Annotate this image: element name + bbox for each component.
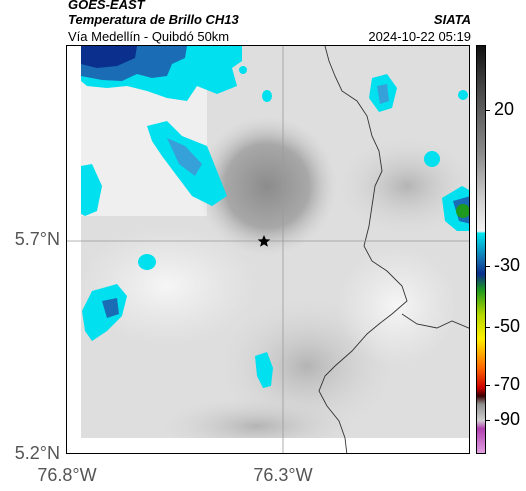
latitude-label: 5.7°N <box>14 229 60 249</box>
colorbar-tick <box>486 327 490 328</box>
cold-cloud-top <box>81 164 102 216</box>
colorbar-label: -30 <box>494 255 521 275</box>
cold-cloud-top <box>424 151 440 167</box>
very-cold-core <box>456 204 469 218</box>
route-subtitle: Vía Medellín - Quibdó 50km <box>68 29 230 44</box>
location-marker-star[interactable] <box>257 235 271 247</box>
colorbar-label: -50 <box>494 316 521 336</box>
longitude-label: 76.3°W <box>253 465 313 485</box>
cold-cloud-top <box>239 66 247 74</box>
cold-cloud-top <box>255 352 273 388</box>
cold-cloud-top <box>458 90 468 100</box>
colorbar-tick <box>486 385 490 386</box>
cold-cloud-top <box>138 254 156 270</box>
agency-name: SIATA <box>433 12 471 27</box>
colorbar-tick <box>486 266 490 267</box>
cold-cloud-top <box>262 90 272 102</box>
product-title: Temperatura de Brillo CH13 <box>68 12 239 27</box>
cold-cloud-top <box>102 298 119 318</box>
no-data-strip <box>67 46 81 453</box>
coldest-cloud-top <box>81 46 137 68</box>
colorbar <box>476 45 486 454</box>
colorbar-tick <box>486 420 490 421</box>
brightness-temperature-image <box>67 46 469 453</box>
satellite-name: GOES-EAST <box>68 0 145 12</box>
latitude-label: 5.2°N <box>14 443 60 463</box>
timestamp: 2024-10-22 05:19 <box>368 29 471 44</box>
cold-cloud-top <box>377 84 389 104</box>
longitude-label: 76.8°W <box>37 465 97 485</box>
department-boundary <box>318 46 408 453</box>
cloud-patch <box>337 246 457 366</box>
department-boundary <box>401 313 469 329</box>
colorbar-tick <box>486 110 490 111</box>
cold-cloud-core <box>197 116 337 256</box>
colorbar-label: -90 <box>494 409 521 429</box>
colorbar-label: 20 <box>494 99 515 119</box>
satellite-map[interactable] <box>66 45 470 454</box>
no-data-strip <box>67 438 469 453</box>
colorbar-label: -70 <box>494 374 521 394</box>
cold-cloud-top <box>167 138 202 176</box>
